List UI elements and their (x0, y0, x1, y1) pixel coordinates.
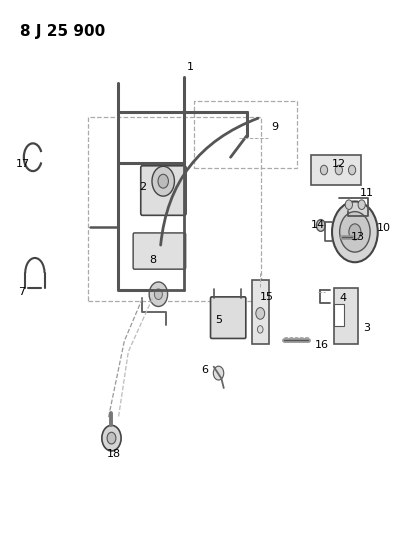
Circle shape (102, 425, 121, 451)
Text: 11: 11 (360, 188, 374, 198)
Bar (334, 288, 358, 344)
Circle shape (316, 220, 325, 231)
Text: 2: 2 (139, 182, 146, 191)
Circle shape (149, 282, 168, 306)
Text: 8 J 25 900: 8 J 25 900 (20, 24, 105, 39)
Circle shape (257, 326, 263, 333)
Text: 4: 4 (339, 294, 346, 303)
Bar (311, 155, 361, 185)
Text: 6: 6 (201, 366, 208, 375)
Text: 17: 17 (16, 159, 30, 169)
Circle shape (358, 200, 365, 209)
Circle shape (158, 174, 168, 188)
Text: 13: 13 (351, 232, 365, 242)
Text: 1: 1 (187, 62, 194, 71)
Text: 9: 9 (271, 122, 278, 132)
Text: 12: 12 (332, 159, 346, 169)
Text: 14: 14 (310, 220, 325, 230)
Text: 16: 16 (315, 341, 328, 350)
Bar (194, 101, 297, 168)
Circle shape (348, 165, 356, 175)
Circle shape (256, 308, 265, 319)
Circle shape (335, 165, 342, 175)
Text: 10: 10 (377, 223, 391, 233)
Circle shape (345, 200, 352, 209)
Text: 15: 15 (260, 293, 273, 302)
Circle shape (107, 432, 116, 444)
Text: 3: 3 (363, 323, 371, 333)
Text: 8: 8 (149, 255, 156, 265)
Circle shape (154, 289, 162, 300)
Circle shape (213, 366, 224, 380)
FancyBboxPatch shape (211, 297, 246, 338)
FancyBboxPatch shape (133, 233, 186, 269)
Bar (88, 117, 261, 301)
Circle shape (332, 201, 378, 262)
Circle shape (152, 166, 174, 196)
Text: 18: 18 (106, 449, 121, 459)
FancyBboxPatch shape (141, 166, 186, 215)
Text: 7: 7 (18, 287, 26, 297)
Circle shape (340, 212, 370, 252)
Bar (252, 280, 269, 344)
Circle shape (320, 165, 328, 175)
Circle shape (349, 224, 361, 240)
Text: 5: 5 (215, 315, 222, 325)
Bar (334, 304, 344, 326)
